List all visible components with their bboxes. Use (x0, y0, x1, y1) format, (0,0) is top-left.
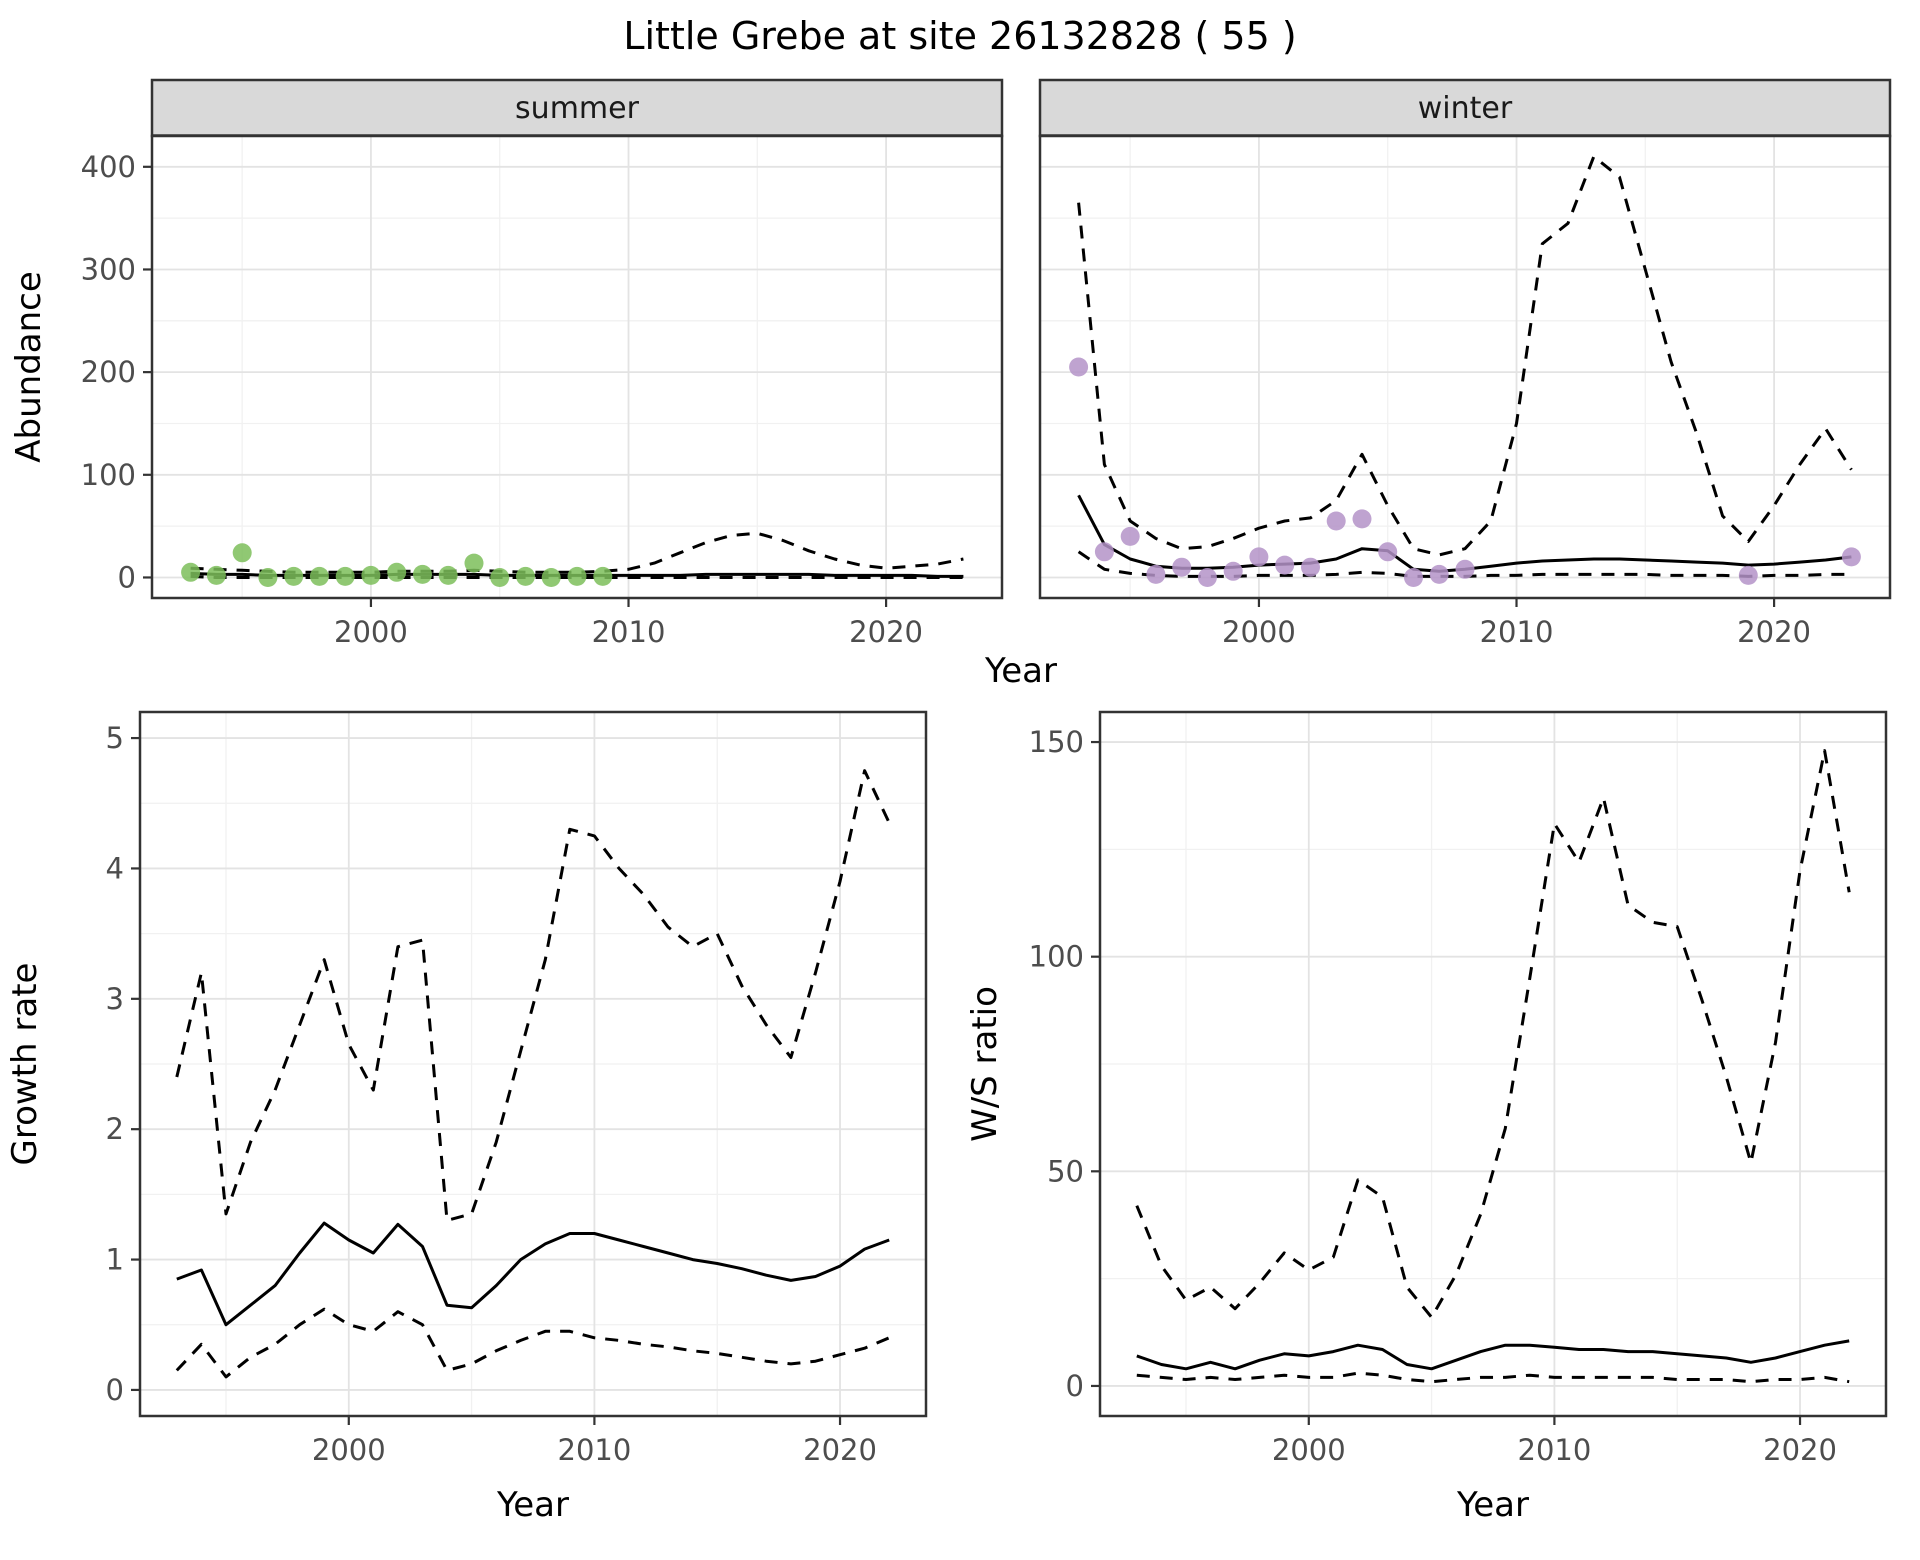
observation-point (1352, 509, 1372, 529)
x-tick-label: 2020 (849, 615, 923, 649)
y-tick-label: 200 (81, 355, 136, 389)
observation-point (490, 568, 510, 587)
observation-point (1738, 565, 1758, 585)
x-axis-title: Year (496, 1485, 569, 1525)
y-axis-title: Abundance (9, 271, 49, 463)
x-tick-label: 2010 (592, 615, 666, 649)
observation-point (1841, 547, 1861, 567)
y-tick-label: 0 (106, 1373, 124, 1407)
panel-border (1098, 710, 1888, 1418)
bottom-charts-row: 2000 2010 2020 0 1 2 3 4 5 Growth rate Year 2000 20… (0, 686, 1920, 1548)
observation-point (1455, 559, 1475, 579)
observation-point (1429, 564, 1449, 584)
observation-point (258, 568, 278, 587)
observation-point (1197, 568, 1217, 587)
observation-point (413, 564, 432, 584)
observation-point (593, 566, 613, 586)
observation-point (1326, 511, 1346, 531)
x-tick-label: 2010 (558, 1433, 632, 1467)
y-tick-label: 3 (106, 982, 124, 1016)
observation-point (1249, 547, 1269, 567)
observation-point (541, 568, 561, 587)
facet-strip-winter (1038, 78, 1892, 138)
observation-point (1378, 542, 1398, 562)
x-axis-title: Year (1456, 1485, 1529, 1525)
y-tick-label: 1 (106, 1243, 124, 1277)
observation-point (1275, 555, 1295, 575)
x-tick-label: 2020 (1737, 615, 1811, 649)
y-tick-label: 400 (81, 150, 136, 184)
observation-point (464, 553, 484, 573)
y-tick-label: 100 (1029, 940, 1084, 974)
upper-ci-line (175, 769, 891, 1222)
x-tick-label: 2000 (1272, 1433, 1346, 1467)
facet-strip-label: winter (1418, 91, 1513, 126)
observation-point (516, 566, 535, 586)
y-tick-label: 5 (106, 721, 124, 755)
y-tick-label: 0 (118, 560, 136, 594)
plot-panel (150, 134, 1004, 600)
y-axis-title: W/S ratio (965, 986, 1005, 1142)
observation-point (284, 566, 304, 586)
observation-point (1120, 526, 1140, 546)
observation-point (309, 566, 329, 586)
facet-strip-label: summer (515, 91, 640, 126)
panel-border (138, 710, 928, 1418)
observation-point (1223, 561, 1243, 581)
y-axis-title: Growth rate (5, 963, 45, 1166)
observation-point (387, 562, 407, 582)
x-tick-label: 2020 (1763, 1433, 1837, 1467)
observation-point (567, 566, 587, 586)
x-tick-label: 2010 (1480, 615, 1554, 649)
y-tick-label: 50 (1047, 1154, 1084, 1188)
panel-background (152, 136, 1002, 598)
observation-point (438, 565, 458, 585)
fit-line (1136, 1339, 1850, 1371)
observation-point (1301, 557, 1320, 577)
x-tick-label: 2000 (1222, 615, 1296, 649)
x-tick-label: 2020 (803, 1433, 877, 1467)
observation-point (335, 566, 355, 586)
y-tick-label: 100 (81, 458, 136, 492)
lower-ci-line (175, 1307, 890, 1379)
observation-point (1404, 568, 1423, 587)
observation-point (361, 565, 381, 585)
growth-rate-chart: 2000 2010 2020 0 1 2 3 4 5 Growth rate Year (5, 710, 928, 1525)
ws-ratio-chart: 2000 2010 2020 0 50 100 150 W/S ratio Year (965, 710, 1888, 1525)
panel-border (150, 134, 1004, 600)
figure-title: Little Grebe at site 26132828 ( 55 ) (623, 14, 1297, 58)
y-tick-label: 0 (1066, 1369, 1084, 1403)
lower-ci-line (190, 574, 964, 579)
y-tick-label: 150 (1029, 725, 1084, 759)
x-tick-label: 2000 (334, 615, 408, 649)
observation-point (181, 562, 201, 582)
abundance-faceted-chart: summer 2000 2010 2020 0 100 200 300 400 winter 200… (9, 78, 1892, 686)
lower-ci-line (1136, 1371, 1850, 1384)
observation-point (1069, 357, 1089, 377)
upper-ci-line (1135, 749, 1851, 1319)
upper-ci-line (190, 531, 964, 574)
x-axis-title: Year (984, 651, 1057, 686)
observation-point (1146, 564, 1166, 584)
observation-point (232, 543, 252, 563)
y-tick-label: 2 (106, 1112, 124, 1146)
x-tick-label: 2010 (1518, 1433, 1592, 1467)
plot-panel (138, 710, 928, 1418)
panel-background (1040, 136, 1890, 598)
plot-panel (1098, 710, 1888, 1418)
y-tick-label: 300 (81, 252, 136, 286)
observation-point (1172, 557, 1192, 577)
upper-ci-line (1077, 155, 1853, 557)
y-tick-label: 4 (106, 851, 124, 885)
x-tick-label: 2000 (312, 1433, 386, 1467)
panel-border (1038, 134, 1892, 600)
fit-line (176, 1221, 890, 1327)
facet-strip-summer (150, 78, 1004, 138)
observation-point (206, 565, 226, 585)
plot-panel (1038, 134, 1892, 600)
observation-point (1094, 542, 1114, 562)
